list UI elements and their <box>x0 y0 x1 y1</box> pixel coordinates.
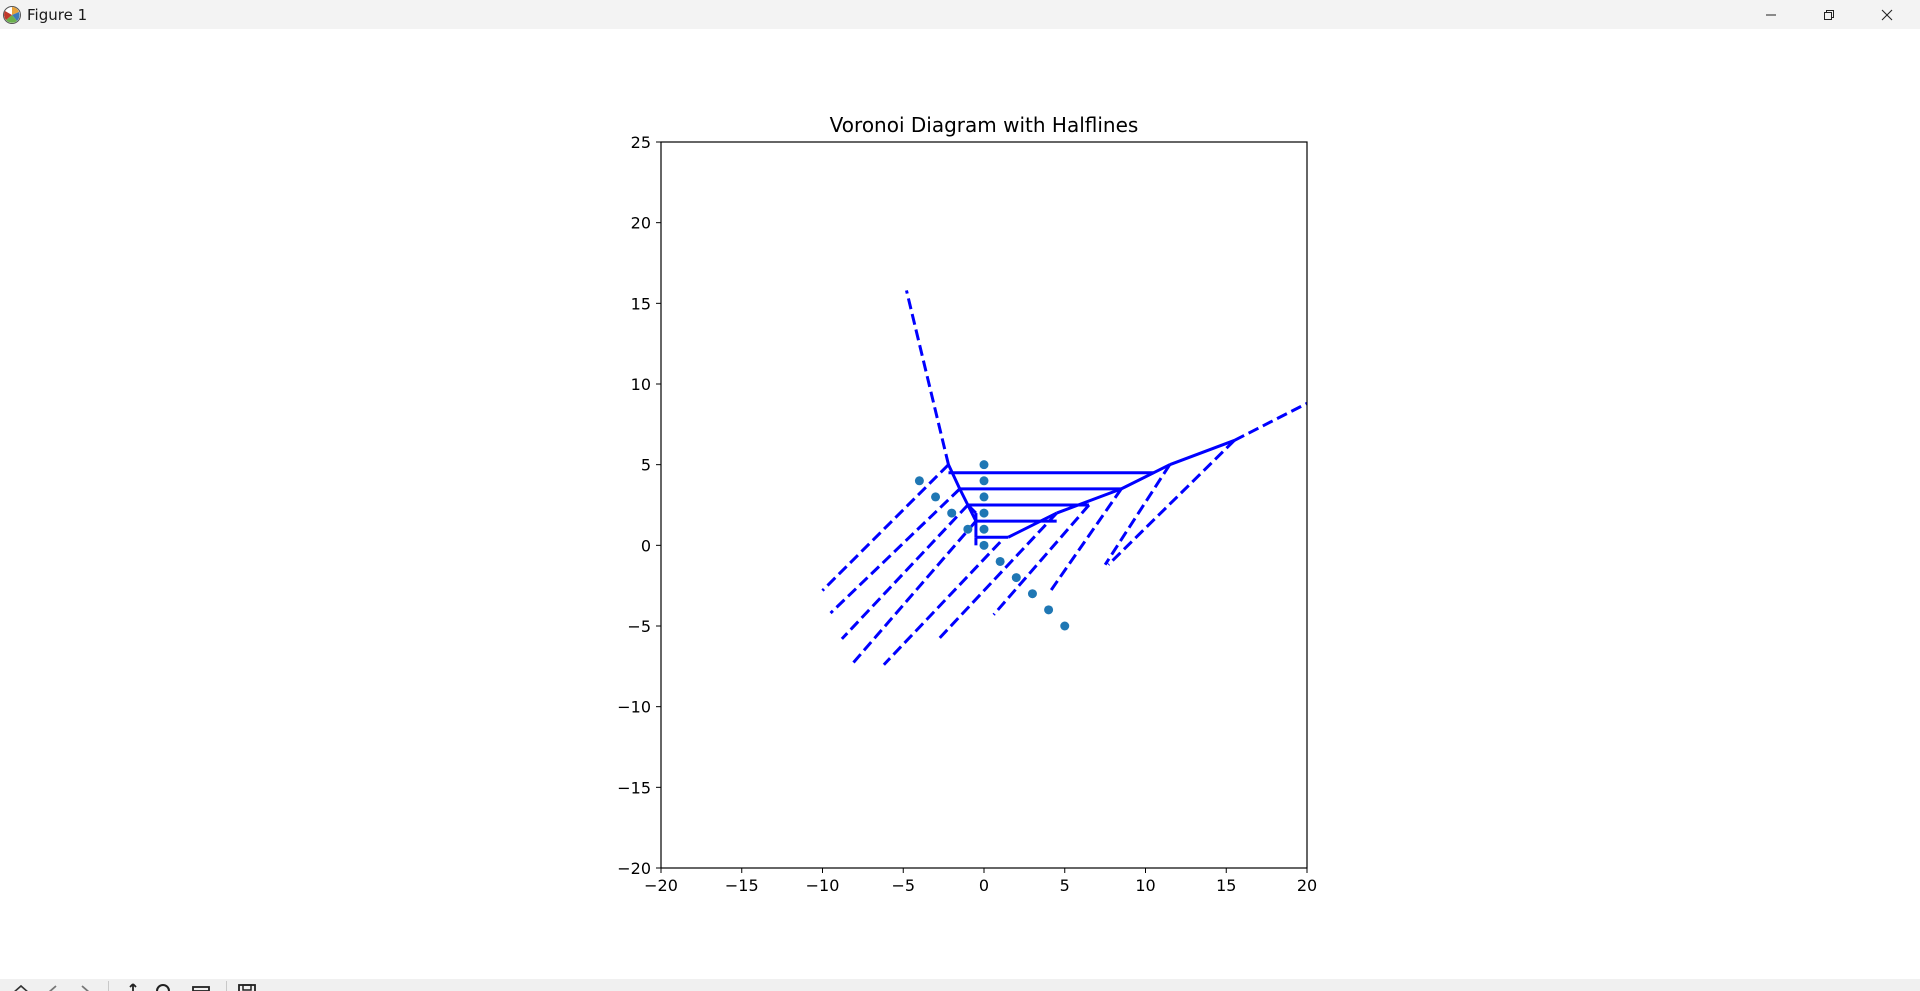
voronoi-halfline <box>905 290 950 466</box>
voronoi-edge <box>1169 439 1235 467</box>
navigation-toolbar <box>0 979 1920 991</box>
data-point <box>1060 621 1070 631</box>
x-tick-label: 20 <box>1297 876 1317 895</box>
y-tick-label: −5 <box>627 617 651 636</box>
voronoi-edge <box>1007 511 1058 539</box>
close-icon <box>1881 9 1893 20</box>
voronoi-halfline <box>850 520 978 666</box>
window-title: Figure 1 <box>27 6 88 24</box>
data-point <box>1027 589 1037 599</box>
data-point <box>963 524 973 534</box>
data-point <box>914 476 924 486</box>
minimize-icon <box>1766 14 1776 15</box>
x-tick-label: −10 <box>806 876 840 895</box>
minimize-button[interactable] <box>1742 0 1800 29</box>
voronoi-halfline <box>840 503 969 640</box>
chart-title: Voronoi Diagram with Halflines <box>830 113 1139 137</box>
voronoi-halfline <box>1107 439 1236 566</box>
x-tick-label: 10 <box>1135 876 1155 895</box>
y-tick-label: 25 <box>631 133 651 152</box>
voronoi-edge <box>947 464 962 490</box>
voronoi-halfline <box>882 541 1002 666</box>
figure-canvas[interactable]: Voronoi Diagram with Halflines −20 −15 −10… <box>0 29 1920 979</box>
zoom-button[interactable] <box>154 982 176 991</box>
restore-button[interactable] <box>1800 0 1858 29</box>
voronoi-halfline <box>1103 463 1171 566</box>
data-point <box>979 460 989 470</box>
voronoi-edge <box>1056 487 1122 515</box>
y-tick-label: 5 <box>641 456 651 475</box>
save-button[interactable] <box>236 982 258 991</box>
voronoi-halfline <box>1047 488 1123 595</box>
voronoi-chart: Voronoi Diagram with Halflines −20 −15 −10… <box>617 113 1317 895</box>
data-point <box>1044 605 1054 615</box>
forward-icon <box>81 985 90 991</box>
data-point <box>931 492 941 502</box>
y-tick-label: −20 <box>617 859 651 878</box>
back-button[interactable] <box>42 982 64 991</box>
y-tick-label: 20 <box>631 214 651 233</box>
window-titlebar: Figure 1 <box>0 0 1920 29</box>
configure-subplots-button[interactable] <box>190 982 212 991</box>
y-tick-label: 15 <box>631 294 651 313</box>
close-button[interactable] <box>1858 0 1916 29</box>
save-icon <box>238 984 256 991</box>
x-axis-ticks: −20 −15 −10 −5 0 5 10 15 20 <box>644 868 1317 895</box>
data-point <box>979 492 989 502</box>
toolbar-separator <box>108 981 109 991</box>
toolbar-separator <box>226 981 227 991</box>
data-point <box>979 508 989 518</box>
data-point <box>979 524 989 534</box>
restore-icon <box>1824 9 1834 20</box>
zoom-icon <box>156 984 170 991</box>
y-tick-label: 10 <box>631 375 651 394</box>
y-tick-label: −15 <box>617 778 651 797</box>
voronoi-edge <box>958 488 970 506</box>
data-point <box>1011 573 1021 583</box>
y-tick-label: −10 <box>617 698 651 717</box>
data-point <box>995 556 1005 566</box>
home-icon <box>14 984 28 991</box>
pan-button[interactable] <box>122 982 144 991</box>
forward-button[interactable] <box>74 982 96 991</box>
voronoi-edges <box>821 290 1307 666</box>
pan-icon <box>129 983 137 991</box>
data-point <box>979 540 989 550</box>
y-axis-ticks: −20 −15 −10 −5 0 5 10 15 20 25 <box>617 133 661 878</box>
y-tick-label: 0 <box>641 536 651 555</box>
data-point <box>979 476 989 486</box>
voronoi-halfline <box>1233 402 1307 442</box>
voronoi-halfline <box>821 463 950 592</box>
matplotlib-logo-icon <box>3 6 21 24</box>
configure-subplots-icon <box>192 986 210 991</box>
back-icon <box>48 985 57 991</box>
voronoi-edge <box>1120 463 1171 491</box>
x-tick-label: −20 <box>644 876 678 895</box>
x-tick-label: 5 <box>1060 876 1070 895</box>
x-tick-label: −5 <box>891 876 915 895</box>
data-point <box>947 508 957 518</box>
data-points <box>914 460 1070 631</box>
voronoi-halfline <box>992 504 1091 616</box>
x-tick-label: −15 <box>725 876 759 895</box>
voronoi-halfline <box>937 512 1058 640</box>
x-tick-label: 0 <box>979 876 989 895</box>
voronoi-halfline <box>829 487 961 615</box>
x-tick-label: 15 <box>1216 876 1236 895</box>
home-button[interactable] <box>10 982 32 991</box>
